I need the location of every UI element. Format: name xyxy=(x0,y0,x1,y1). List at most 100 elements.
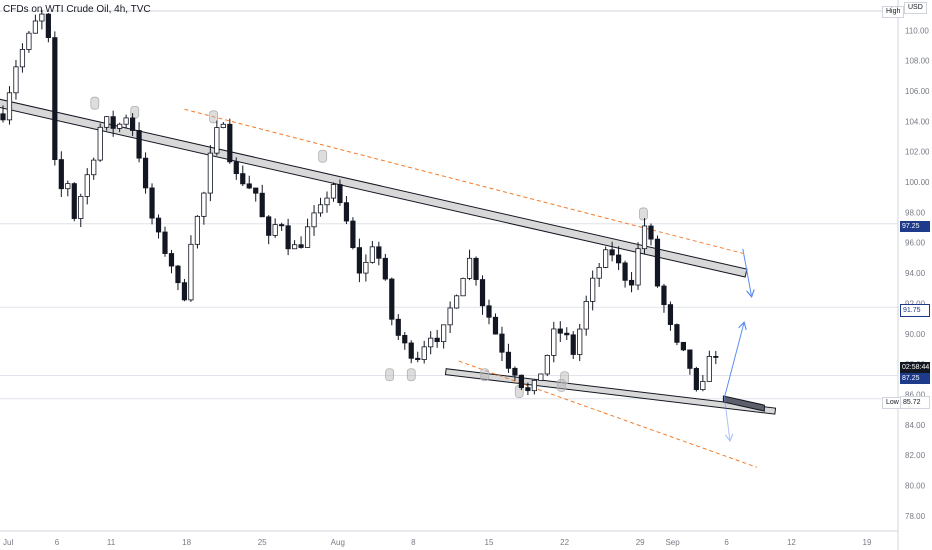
candle-up xyxy=(577,328,583,355)
level-badge-97-25: 97.25 xyxy=(900,221,930,232)
y-tick-label: 86.00 xyxy=(905,390,926,399)
y-tick-label: 96.00 xyxy=(905,239,926,248)
candle-up xyxy=(551,328,557,356)
candle-down xyxy=(71,183,77,219)
candle-up xyxy=(26,32,32,50)
candle-down xyxy=(52,37,58,160)
candle-down xyxy=(648,225,654,240)
time-axis[interactable]: Jul 6 11 18 25 Aug 8 15 22 29 Sep 6 12 19 xyxy=(3,538,872,547)
candle-down xyxy=(680,341,687,351)
candle-down xyxy=(505,351,512,369)
candle-up xyxy=(466,257,473,279)
candle-down xyxy=(259,192,265,218)
candle-up xyxy=(220,123,226,128)
candle-up xyxy=(39,13,45,22)
candle-down xyxy=(512,367,518,376)
candle-down xyxy=(713,356,719,358)
candle-down xyxy=(402,335,408,344)
price-axis[interactable]: 78.0080.0082.0084.0086.0088.0090.0092.00… xyxy=(905,26,930,520)
candle-down xyxy=(557,328,563,334)
candle-down xyxy=(628,279,635,286)
candle-up xyxy=(117,123,123,129)
candle-down xyxy=(499,333,505,353)
projection-arrow xyxy=(742,248,752,296)
candle-down xyxy=(492,316,499,335)
candle-down xyxy=(337,184,343,204)
countdown-badge: 02:58:44 xyxy=(900,362,930,373)
candle-down xyxy=(382,257,388,280)
candle-up xyxy=(531,379,537,392)
candle-down xyxy=(240,173,246,185)
candle-up xyxy=(123,117,129,125)
last-price-badge: 87.25 xyxy=(900,373,930,384)
candle-down xyxy=(149,187,155,219)
candle-up xyxy=(369,246,375,263)
x-tick-label: 8 xyxy=(411,538,416,547)
candle-up xyxy=(441,324,447,343)
high-label: High xyxy=(882,6,905,18)
candle-down xyxy=(693,367,699,391)
currency-label: USD xyxy=(904,2,927,14)
candle-up xyxy=(460,277,466,297)
candle-down xyxy=(162,231,168,254)
candle-down xyxy=(408,342,414,359)
candle-down xyxy=(395,318,401,336)
y-tick-label: 110.00 xyxy=(905,26,929,35)
projection-arrow xyxy=(723,397,729,439)
x-tick-label: 18 xyxy=(182,538,191,547)
candle-down xyxy=(181,282,188,301)
candle-down xyxy=(279,224,285,227)
chart-symbol-title[interactable]: CFDs on WTI Crude Oil, 4h, TVC xyxy=(3,4,151,15)
touch-marker xyxy=(406,368,416,382)
touch-marker xyxy=(556,378,566,392)
candle-down xyxy=(570,334,576,355)
candle-down xyxy=(136,130,142,159)
candle-down xyxy=(0,113,6,121)
candle-down xyxy=(233,161,239,175)
candle-down xyxy=(129,117,136,131)
y-tick-label: 92.00 xyxy=(905,299,926,308)
candle-down xyxy=(343,202,350,222)
projection-arrow xyxy=(723,323,743,398)
candle-down xyxy=(285,225,291,250)
x-tick-label: Sep xyxy=(665,538,680,547)
drawing-annotations-front xyxy=(723,248,752,440)
candle-down xyxy=(350,220,356,248)
candle-down xyxy=(473,257,479,280)
candle-up xyxy=(194,215,200,245)
x-tick-label: 25 xyxy=(258,538,267,547)
candle-up xyxy=(304,226,311,248)
low-label: Low xyxy=(882,397,903,409)
candle-up xyxy=(272,224,278,236)
touch-marker xyxy=(639,207,648,221)
y-tick-label: 84.00 xyxy=(905,421,926,430)
candle-down xyxy=(661,285,667,306)
support-zone-highlight xyxy=(722,395,765,412)
candle-up xyxy=(104,116,110,128)
candle-down xyxy=(389,278,395,320)
y-tick-label: 102.00 xyxy=(905,148,930,157)
candle-up xyxy=(706,356,712,382)
candle-down xyxy=(227,123,233,163)
candle-up xyxy=(19,49,26,68)
candle-up xyxy=(97,126,103,161)
candle-down xyxy=(518,374,525,389)
y-tick-label: 82.00 xyxy=(905,451,926,460)
candle-up xyxy=(317,204,324,214)
x-tick-label: 15 xyxy=(485,538,494,547)
candle-up xyxy=(596,267,602,279)
candle-up xyxy=(453,295,460,309)
touch-marker xyxy=(130,105,140,119)
y-tick-label: 80.00 xyxy=(905,481,926,490)
candle-down xyxy=(142,157,149,189)
candle-up xyxy=(590,277,596,302)
x-tick-label: 22 xyxy=(560,538,569,547)
candle-down xyxy=(654,238,661,287)
y-tick-label: 98.00 xyxy=(905,208,926,217)
touch-marker xyxy=(318,149,328,163)
horizontal-levels xyxy=(0,10,898,400)
candle-up xyxy=(421,346,427,360)
touch-marker xyxy=(560,371,569,385)
